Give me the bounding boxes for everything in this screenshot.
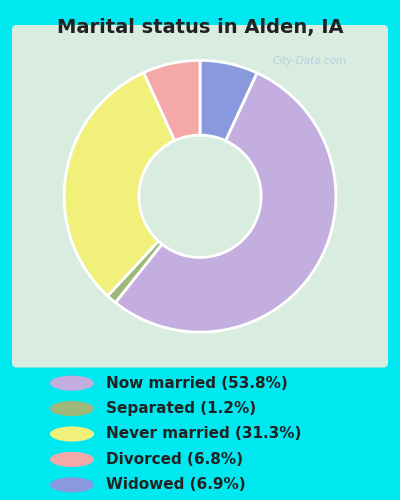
Circle shape — [50, 401, 94, 416]
Wedge shape — [200, 60, 257, 141]
Text: Divorced (6.8%): Divorced (6.8%) — [106, 452, 243, 467]
Text: Widowed (6.9%): Widowed (6.9%) — [106, 478, 246, 492]
Text: Marital status in Alden, IA: Marital status in Alden, IA — [57, 18, 343, 36]
Text: Now married (53.8%): Now married (53.8%) — [106, 376, 288, 390]
Text: City-Data.com: City-Data.com — [273, 56, 347, 66]
Circle shape — [50, 478, 94, 492]
Wedge shape — [108, 241, 162, 302]
Circle shape — [50, 376, 94, 390]
Circle shape — [50, 452, 94, 467]
Wedge shape — [64, 72, 175, 296]
Wedge shape — [115, 73, 336, 332]
Circle shape — [50, 426, 94, 442]
Wedge shape — [144, 60, 200, 140]
Text: Separated (1.2%): Separated (1.2%) — [106, 401, 256, 416]
Text: Never married (31.3%): Never married (31.3%) — [106, 426, 301, 442]
